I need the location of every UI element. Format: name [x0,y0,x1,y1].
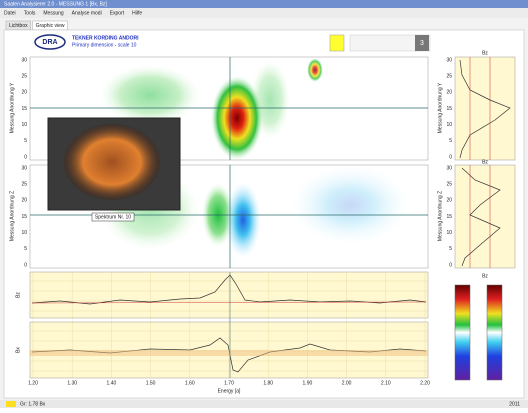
x-tick-label: 1.30 [67,380,77,386]
x-axis-label: Energy [a] [218,388,241,394]
side-title: Bz [482,50,488,56]
side-title: Bz [482,159,488,165]
x-tick-label: 1.40 [107,380,117,386]
x-tick-label: 2.20 [420,380,430,386]
y-tick-label: 30 [21,57,27,63]
colorbar [487,285,502,380]
side-ylabel: Messung Anordnung Z [437,191,443,241]
status-icon [6,401,16,407]
app-window: Saaten Analysierer 2.0 - MESSUNG 1 [Bx, … [0,0,528,408]
y-tick-label: 25 [446,181,452,187]
x-tick-label: 1.80 [263,380,273,386]
heat-blob [307,58,323,82]
y-axis-label: Messung Anordnung Y [9,82,15,133]
tab-label[interactable]: Lichtbox [9,23,28,29]
y-tick-label: 5 [449,138,452,144]
side-plot [455,57,515,160]
colorbar-title: Bz [482,273,488,279]
heat-blob [225,182,261,258]
x-tick-label: 1.50 [146,380,156,386]
y-tick-label: 20 [21,90,27,96]
y-tick-label: 0 [449,262,452,268]
x-tick-label: 1.90 [303,380,313,386]
menu-item[interactable]: Tools [24,10,36,16]
logo-text: DRA [42,39,57,46]
y-tick-label: 0 [24,262,27,268]
heat-blob [211,76,263,160]
y-tick-label: 10 [446,122,452,128]
y-tick-label: 10 [21,230,27,236]
badge-text: 3 [420,40,424,47]
y-tick-label: 15 [446,214,452,220]
y-tick-label: 0 [24,154,27,160]
y-axis-label: Messung Anordnung Z [9,191,15,241]
menu-item[interactable]: Export [110,10,125,16]
y-tick-label: 5 [24,246,27,252]
photo-caption: Spektrum Nr. 10 [95,214,131,220]
side-ylabel: Messung Anordnung Y [437,82,443,133]
x-tick-label: 1.60 [185,380,195,386]
y-tick-label: 25 [21,73,27,79]
y-tick-label: 5 [449,246,452,252]
menu-item[interactable]: Messung [43,10,64,16]
menu-item[interactable]: Hilfe [132,10,142,16]
x-tick-label: 1.70 [224,380,234,386]
menu-item[interactable]: Analyse modi [72,10,102,16]
status-right: 2011 [509,401,520,407]
y-axis-label: Bz [15,292,21,298]
y-tick-label: 25 [21,181,27,187]
y-tick-label: 0 [449,154,452,160]
y-tick-label: 30 [21,165,27,171]
heat-blob [100,65,200,125]
colorbar [455,285,470,380]
y-tick-label: 15 [446,106,452,112]
side-plot [455,165,515,268]
x-tick-label: 2.00 [342,380,352,386]
y-tick-label: 30 [446,165,452,171]
header-subtitle: Primary dimension - scale 10 [72,42,137,48]
y-tick-label: 25 [446,73,452,79]
band [30,350,428,356]
y-tick-label: 5 [24,138,27,144]
window-title: Saaten Analysierer 2.0 - MESSUNG 1 [Bx, … [4,1,107,7]
status-left: Gr: 1.78 Bx [20,401,46,407]
y-tick-label: 15 [21,214,27,220]
y-tick-label: 30 [446,57,452,63]
header-title: TEKNER KORDING ANDORI [72,35,139,41]
photo-object [64,124,160,200]
indicator [330,35,344,51]
tab-label[interactable]: Graphic view [36,23,65,29]
y-tick-label: 20 [21,198,27,204]
y-tick-label: 10 [446,230,452,236]
y-tick-label: 20 [446,90,452,96]
y-axis-label: Bx [15,347,21,353]
y-tick-label: 20 [446,198,452,204]
x-tick-label: 2.10 [381,380,391,386]
status-bar [0,400,528,408]
y-tick-label: 15 [21,106,27,112]
x-tick-label: 1.20 [28,380,38,386]
heat-blob [290,165,410,245]
y-tick-label: 10 [21,122,27,128]
menu-item[interactable]: Datei [4,10,16,16]
